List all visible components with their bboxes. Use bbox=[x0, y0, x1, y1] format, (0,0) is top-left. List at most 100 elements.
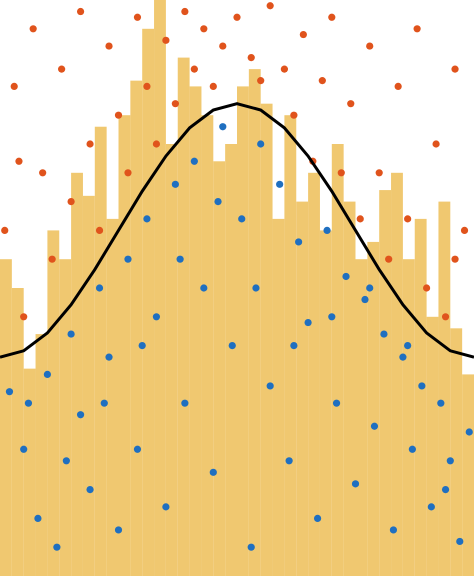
scatter-point bbox=[328, 13, 336, 21]
histogram-bar bbox=[142, 28, 155, 576]
scatter-point bbox=[413, 25, 421, 33]
scatter-point bbox=[10, 82, 18, 90]
scatter-point bbox=[276, 180, 284, 188]
scatter-point bbox=[399, 353, 407, 361]
histogram-bar bbox=[343, 201, 356, 576]
histogram-bar bbox=[225, 144, 237, 576]
scatter-point bbox=[200, 25, 208, 33]
scatter-point bbox=[105, 42, 113, 50]
scatter-point bbox=[337, 169, 345, 177]
scatter-point bbox=[304, 318, 312, 327]
scatter-point bbox=[257, 140, 265, 148]
scatter-point bbox=[266, 382, 274, 390]
scatter-point bbox=[441, 486, 450, 494]
histogram-bar bbox=[379, 190, 392, 576]
scatter-point bbox=[95, 284, 104, 292]
scatter-point bbox=[62, 457, 70, 465]
scatter-point bbox=[209, 468, 217, 476]
histogram-bar bbox=[355, 259, 368, 576]
scatter-point bbox=[295, 238, 303, 246]
scatter-point bbox=[228, 342, 236, 350]
scatter-point bbox=[451, 65, 459, 73]
scatter-point bbox=[441, 313, 450, 321]
histogram-bar bbox=[47, 230, 60, 576]
histogram-bar bbox=[82, 195, 95, 576]
scatter-point bbox=[171, 100, 179, 108]
scatter-point bbox=[423, 284, 431, 292]
scatter-point bbox=[313, 514, 322, 523]
scatter-point bbox=[356, 215, 364, 223]
scatter-point bbox=[15, 157, 23, 165]
histogram-bar bbox=[213, 161, 226, 576]
scatter-point bbox=[219, 42, 227, 50]
histogram-bar bbox=[35, 334, 48, 576]
scatter-point bbox=[214, 198, 222, 206]
scatter-point bbox=[233, 13, 241, 21]
scatter-point bbox=[456, 537, 464, 546]
scatter-point bbox=[318, 77, 326, 85]
histogram-bar bbox=[11, 288, 24, 576]
scatter-point bbox=[389, 526, 398, 534]
scatter-point bbox=[1, 226, 9, 234]
histogram-bar bbox=[296, 201, 309, 576]
scatter-point bbox=[238, 215, 246, 223]
scatter-point bbox=[342, 272, 350, 281]
scatter-point bbox=[86, 486, 94, 494]
histogram-bar bbox=[23, 368, 36, 576]
histogram-bar bbox=[154, 0, 166, 576]
scatter-point bbox=[408, 445, 416, 453]
histogram-bar bbox=[59, 259, 72, 576]
scatter-point bbox=[162, 36, 170, 44]
scatter-point bbox=[48, 255, 56, 263]
scatter-point bbox=[76, 7, 85, 16]
scatter-point bbox=[247, 543, 255, 551]
histogram-bar bbox=[130, 80, 143, 576]
scatter-point bbox=[404, 342, 412, 350]
scatter-point bbox=[375, 169, 383, 177]
scatter-point bbox=[162, 503, 170, 511]
scatter-point bbox=[171, 180, 179, 188]
scatter-point bbox=[24, 399, 33, 407]
scatter-point bbox=[460, 226, 469, 234]
scatter-point bbox=[176, 255, 184, 263]
scatter-point bbox=[280, 65, 288, 73]
scatter-point bbox=[43, 370, 52, 378]
scatter-point bbox=[404, 215, 412, 223]
scatter-point bbox=[328, 313, 336, 321]
scatter-point bbox=[370, 422, 379, 430]
scatter-point bbox=[290, 342, 298, 350]
histogram-bar bbox=[426, 316, 439, 576]
histogram-bar bbox=[391, 172, 403, 576]
scatter-point bbox=[361, 295, 369, 304]
scatter-point bbox=[385, 255, 393, 263]
scatter-point bbox=[181, 7, 189, 16]
histogram-bar bbox=[248, 69, 261, 576]
histogram-bar bbox=[260, 103, 273, 576]
scatter-point bbox=[124, 169, 132, 177]
scatter-point bbox=[190, 65, 198, 73]
scatter-point bbox=[105, 353, 113, 361]
histogram-bar bbox=[201, 115, 214, 576]
scatter-point bbox=[53, 543, 61, 551]
histogram-bar bbox=[402, 259, 415, 576]
histogram-bar bbox=[71, 172, 83, 576]
histogram-bar bbox=[189, 86, 202, 576]
histogram-bar bbox=[237, 86, 249, 576]
scatter-point bbox=[200, 284, 208, 292]
scatter-point bbox=[351, 480, 360, 488]
histogram-bar bbox=[165, 144, 178, 576]
histogram-bar bbox=[367, 241, 380, 576]
histogram-bar bbox=[0, 259, 12, 576]
scatter-point bbox=[257, 77, 265, 85]
scatter-point bbox=[152, 140, 161, 148]
scatter-point bbox=[67, 198, 75, 206]
scatter-point bbox=[5, 388, 14, 396]
histogram-bar bbox=[106, 218, 119, 576]
scatter-point bbox=[181, 399, 189, 407]
scatter-point bbox=[86, 140, 94, 148]
histogram-bar bbox=[438, 201, 451, 576]
scatter-point bbox=[143, 82, 151, 90]
histogram-bar bbox=[319, 230, 332, 576]
scatter-point bbox=[427, 503, 435, 511]
